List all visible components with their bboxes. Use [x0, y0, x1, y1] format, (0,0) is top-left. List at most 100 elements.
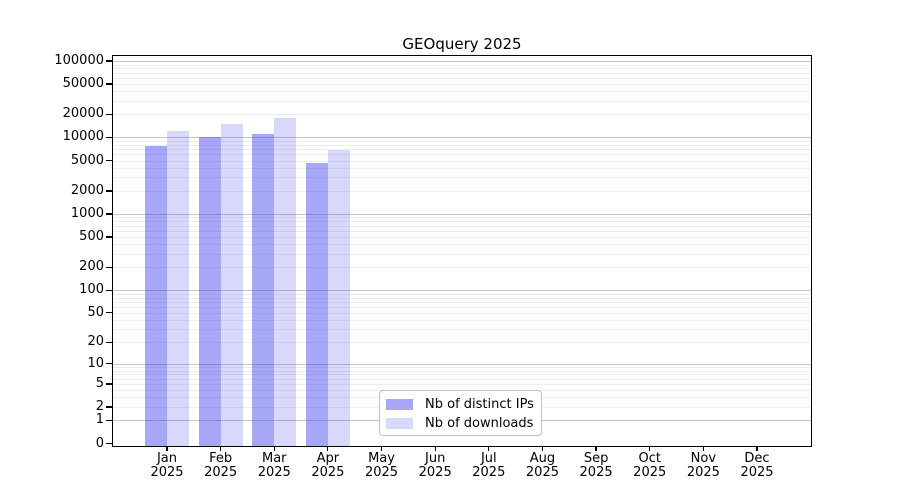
gridline-minor	[113, 144, 811, 146]
gridline-minor	[113, 244, 811, 246]
y-tick-label: 20	[87, 334, 104, 350]
gridline-minor	[113, 91, 811, 93]
bar-nb-of-downloads-jan	[167, 130, 189, 446]
y-tick-mark	[106, 83, 112, 85]
x-tick-label: Sep 2025	[579, 451, 613, 480]
legend: Nb of distinct IPs Nb of downloads	[379, 390, 542, 436]
bar-nb-of-downloads-mar	[274, 118, 297, 446]
legend-item-distinct-ips: Nb of distinct IPs	[386, 396, 534, 412]
y-tick-label: 50000	[62, 76, 104, 92]
gridline-major	[113, 290, 811, 292]
x-tick-mark	[380, 446, 383, 451]
gridline-minor	[113, 306, 811, 308]
x-tick-mark	[756, 446, 758, 451]
gridline-minor	[113, 190, 811, 192]
x-tick-label: Oct 2025	[633, 451, 667, 480]
x-tick-label: Aug 2025	[525, 451, 559, 480]
gridline-minor	[113, 160, 811, 162]
gridline-major	[113, 213, 811, 215]
gridline-minor	[113, 177, 811, 179]
gridline-minor	[113, 84, 811, 86]
y-tick-mark	[106, 442, 112, 445]
x-tick-label: May 2025	[364, 451, 399, 480]
bar-nb-of-downloads-apr	[327, 150, 350, 446]
gridline-minor	[113, 221, 811, 223]
x-tick-mark	[273, 446, 275, 451]
y-tick-label: 100	[79, 282, 104, 298]
y-tick-label: 10	[87, 355, 104, 371]
gridline-minor	[113, 225, 811, 227]
y-tick-label: 2	[95, 399, 104, 414]
x-tick-label: Jun 2025	[418, 451, 452, 480]
gridline-minor	[113, 329, 811, 331]
y-tick-mark	[106, 266, 112, 268]
y-tick-label: 100000	[54, 52, 104, 68]
x-tick-mark	[702, 446, 704, 451]
y-tick-mark	[106, 363, 112, 365]
x-tick-label: Mar 2025	[257, 451, 291, 480]
gridline-minor	[113, 236, 811, 238]
x-tick-mark	[166, 446, 168, 451]
y-tick-mark	[106, 113, 112, 116]
gridline-minor	[113, 72, 811, 74]
gridline-minor	[113, 154, 811, 156]
gridline-minor	[113, 320, 811, 322]
plot-area: Nb of distinct IPs Nb of downloads	[112, 55, 812, 447]
gridline-major	[113, 363, 811, 365]
y-tick-label: 5	[95, 375, 104, 391]
gridline-minor	[113, 167, 811, 169]
gridline-minor	[113, 114, 811, 116]
gridline-minor	[113, 374, 811, 376]
gridline-minor	[113, 230, 811, 232]
gridline-minor	[113, 301, 811, 303]
x-tick-mark	[649, 446, 651, 451]
x-tick-mark	[220, 446, 222, 451]
x-tick-label: Jul 2025	[472, 451, 506, 480]
y-tick-label: 1000	[70, 205, 104, 221]
x-tick-mark	[327, 446, 329, 451]
gridline-minor	[113, 149, 811, 151]
y-tick-mark	[106, 289, 112, 291]
gridline-minor	[113, 77, 811, 79]
x-tick-mark	[434, 446, 436, 451]
legend-item-downloads: Nb of downloads	[386, 415, 533, 431]
y-tick-mark	[106, 236, 112, 238]
y-tick-mark	[106, 383, 112, 385]
y-tick-mark	[106, 419, 112, 422]
y-tick-mark	[106, 60, 112, 62]
gridline-minor	[113, 64, 811, 66]
y-tick-label: 2000	[70, 182, 104, 198]
x-tick-label: Nov 2025	[686, 451, 720, 480]
gridline-minor	[113, 370, 811, 372]
y-tick-label: 20000	[62, 106, 104, 122]
y-tick-mark	[106, 159, 112, 162]
bar-nb-of-downloads-feb	[220, 124, 243, 446]
y-tick-label: 1	[95, 412, 104, 428]
y-tick-label: 50	[87, 304, 104, 320]
bar-nb-of-distinct-ips-jan	[145, 145, 167, 446]
bar-nb-of-distinct-ips-apr	[305, 162, 328, 446]
gridline-minor	[113, 68, 811, 70]
x-tick-label: Dec 2025	[740, 451, 774, 480]
gridline-minor	[113, 367, 811, 368]
y-tick-label: 200	[79, 259, 104, 275]
gridline-minor	[113, 378, 811, 380]
legend-label-downloads: Nb of downloads	[425, 415, 534, 431]
y-tick-label: 0	[95, 435, 104, 451]
x-tick-label: Jan 2025	[150, 451, 184, 480]
x-tick-label: Feb 2025	[204, 451, 238, 480]
y-tick-mark	[106, 136, 112, 139]
gridline-minor	[113, 253, 811, 255]
y-tick-mark	[106, 312, 112, 314]
legend-swatch-distinct-ips	[386, 398, 413, 410]
y-tick-mark	[106, 190, 112, 192]
gridline-major	[113, 60, 811, 62]
x-tick-label: Apr 2025	[311, 451, 345, 480]
legend-label-distinct-ips: Nb of distinct IPs	[425, 396, 534, 412]
x-tick-mark	[595, 446, 597, 451]
gridline-minor	[113, 100, 811, 102]
gridline-minor	[113, 217, 811, 219]
gridline-minor	[113, 267, 811, 269]
x-tick-mark	[541, 446, 544, 451]
